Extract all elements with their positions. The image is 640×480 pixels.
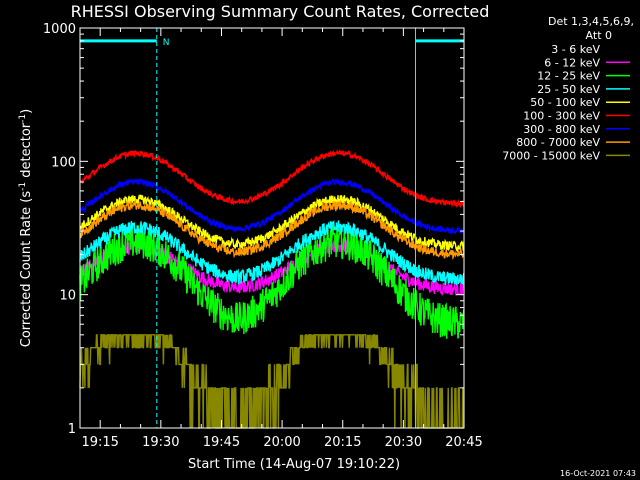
x-axis-label: Start Time (14-Aug-07 19:10:22) bbox=[188, 457, 400, 472]
series-line-5 bbox=[79, 148, 464, 209]
series-line-8 bbox=[79, 334, 464, 429]
series-line-2 bbox=[79, 224, 465, 339]
legend-label-6: 300 - 800 keV bbox=[523, 123, 600, 136]
legend-label-7: 800 - 7000 keV bbox=[516, 136, 600, 149]
y-tick-label-0: 1000 bbox=[43, 22, 76, 37]
legend-label-4: 50 - 100 keV bbox=[530, 96, 600, 109]
legend-label-8: 7000 - 15000 keV bbox=[502, 149, 600, 162]
legend-label-3: 25 - 50 keV bbox=[537, 83, 600, 96]
series-line-4 bbox=[79, 194, 465, 253]
chart-title: RHESSI Observing Summary Count Rates, Co… bbox=[71, 2, 490, 21]
x-tick-label-6: 20:45 bbox=[445, 435, 482, 450]
y-tick-label-2: 10 bbox=[59, 289, 76, 304]
y-axis-label-sup1: -1 bbox=[18, 182, 28, 191]
y-tick-label-1: 100 bbox=[51, 155, 76, 170]
series-line-3 bbox=[79, 219, 465, 286]
legend-header-line-2: Att 0 bbox=[586, 29, 612, 42]
x-tick-label-0: 19:15 bbox=[81, 435, 118, 450]
y-axis-label-end: ) bbox=[19, 109, 34, 114]
legend-label-1: 6 - 12 keV bbox=[544, 56, 600, 69]
legend-header-line-1: Det 1,3,4,5,6,9, bbox=[548, 15, 634, 28]
attenuator-label: N bbox=[163, 38, 170, 48]
y-axis-label-sup2: -1 bbox=[18, 114, 28, 123]
x-tick-label-1: 19:30 bbox=[142, 435, 179, 450]
axes: 19:15 19:30 19:45 20:00 20:15 20:30 20:45 1000 1… bbox=[43, 22, 483, 450]
footer-date: 16-Oct-2021 07:43 bbox=[560, 469, 636, 478]
series-line-6 bbox=[79, 177, 465, 235]
x-tick-label-4: 20:15 bbox=[324, 435, 361, 450]
x-tick-label-3: 20:00 bbox=[263, 435, 300, 450]
legend-label-0: 3 - 6 keV bbox=[551, 43, 600, 56]
legend-label-2: 12 - 25 keV bbox=[537, 70, 600, 83]
y-tick-label-3: 1 bbox=[68, 422, 76, 437]
x-tick-label-5: 20:30 bbox=[385, 435, 422, 450]
y-axis-label-main: Corrected Count Rate (s bbox=[19, 191, 34, 348]
y-axis-label-mid: detector bbox=[19, 122, 34, 182]
legend-label-5: 100 - 300 keV bbox=[523, 110, 600, 123]
series-line-7 bbox=[79, 198, 465, 261]
x-tick-label-2: 19:45 bbox=[203, 435, 240, 450]
y-axis-label: Corrected Count Rate (s-1 detector-1) bbox=[18, 109, 34, 347]
plot-frame bbox=[79, 27, 465, 429]
